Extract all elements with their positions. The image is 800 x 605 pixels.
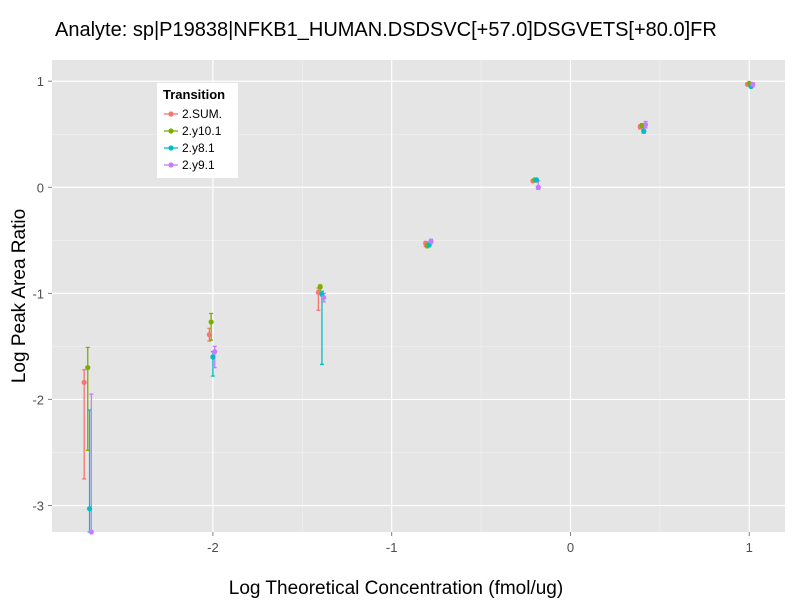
y-tick-label: 1 — [37, 74, 44, 89]
y-axis-label: Log Peak Area Ratio — [9, 209, 30, 383]
data-point — [750, 81, 756, 87]
data-point — [321, 294, 327, 301]
y-tick-label: -3 — [32, 498, 44, 513]
data-point — [208, 319, 214, 325]
legend-entry-label: 2.SUM. — [182, 107, 222, 121]
data-point — [210, 354, 216, 360]
x-tick-label: -2 — [207, 540, 219, 555]
legend-entry-label: 2.y8.1 — [182, 141, 215, 155]
data-point — [85, 364, 91, 371]
data-point — [206, 332, 212, 338]
x-tick-label: 0 — [567, 540, 574, 555]
data-point — [533, 177, 540, 183]
x-tick-label: 1 — [746, 540, 753, 555]
data-point — [317, 284, 323, 290]
data-point — [86, 506, 93, 512]
legend-entry-label: 2.y10.1 — [182, 124, 222, 138]
x-axis-label: Log Theoretical Concentration (fmol/ug) — [229, 578, 563, 599]
legend-entries: 2.SUM. 2.y10.1 2.y8.1 2.y9.1 — [164, 107, 222, 172]
minor-gridlines — [52, 60, 785, 532]
y-tick-label: -1 — [32, 286, 44, 301]
x-tick-labels: -2 -1 0 1 — [207, 540, 753, 555]
data-point — [428, 238, 434, 244]
legend-key-point — [168, 162, 174, 168]
data-points — [81, 80, 756, 535]
y-tick-labels: -3 -2 -1 0 1 — [32, 74, 44, 513]
legend-key-point — [168, 145, 174, 151]
legend-key-point — [168, 128, 174, 134]
data-point — [212, 349, 218, 355]
legend: Transition 2.SUM. 2.y10.1 2.y8.1 2.y9.1 — [157, 83, 238, 178]
legend-key-point — [168, 111, 174, 117]
legend-title: Transition — [163, 87, 225, 102]
data-point — [81, 379, 87, 386]
y-tick-label: 0 — [37, 180, 44, 195]
data-point — [641, 128, 647, 134]
axis-ticks — [48, 80, 750, 536]
x-tick-label: -1 — [386, 540, 398, 555]
data-point — [88, 529, 94, 535]
data-point — [535, 184, 541, 190]
legend-entry-label: 2.y9.1 — [182, 158, 215, 172]
y-tick-label: -2 — [32, 392, 44, 407]
chart-title: Analyte: sp|P19838|NFKB1_HUMAN.DSDSVC[+5… — [55, 19, 717, 41]
data-point — [642, 122, 649, 128]
